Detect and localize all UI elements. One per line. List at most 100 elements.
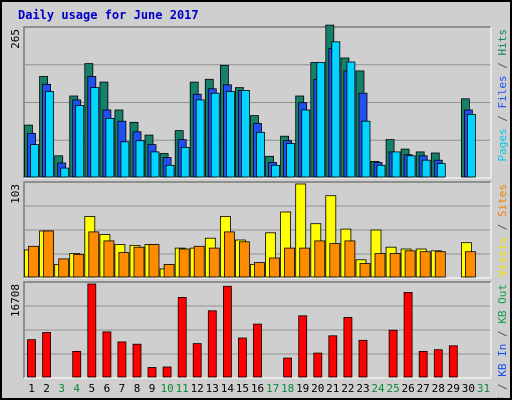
bar-sites-day-22 — [344, 240, 356, 278]
bar-sites-day-27 — [419, 251, 431, 278]
x-tick-label: 23 — [356, 382, 369, 395]
x-tick-label: 6 — [104, 382, 111, 395]
bar-pages-day-9 — [150, 151, 160, 178]
bar-pages-day-5 — [90, 87, 100, 178]
bar-pages-day-21 — [331, 41, 341, 178]
bar-pages-day-27 — [421, 159, 431, 178]
bar-pages-day-14 — [225, 91, 235, 178]
x-tick-label: 29 — [447, 382, 460, 395]
bar-kb-f-day-14 — [222, 285, 232, 378]
bar-sites-day-3 — [58, 258, 70, 278]
bar-pages-day-11 — [180, 146, 190, 178]
bar-pages-day-13 — [210, 92, 220, 178]
bar-kb-f-day-26 — [403, 291, 413, 378]
legend-part: / — [496, 56, 509, 76]
legend-part: / — [496, 217, 509, 237]
x-tick-label: 31 — [477, 382, 490, 395]
y-max-label: 265 — [9, 29, 22, 49]
panel-bottom: 16708 KB F / KB In / KB Out — [9, 281, 509, 403]
bar-pages-day-26 — [406, 155, 416, 178]
bar-kb-f-day-25 — [388, 329, 398, 378]
series-legend: KB F / KB In / KB Out — [496, 284, 509, 398]
bar-pages-day-8 — [135, 140, 145, 178]
bar-pages-day-4 — [75, 105, 85, 178]
bar-kb-f-day-29 — [448, 345, 458, 378]
y-max-label: 16708 — [9, 284, 22, 317]
panel-bevel-dark — [23, 281, 491, 378]
bar-sites-day-4 — [73, 253, 85, 278]
x-tick-label: 14 — [221, 382, 235, 395]
bar-pages-day-30 — [466, 114, 476, 178]
bar-kb-f-day-5 — [87, 283, 97, 378]
bar-sites-day-18 — [284, 247, 296, 278]
bar-pages-day-24 — [376, 164, 386, 178]
x-tick-label: 7 — [119, 382, 126, 395]
legend-part: / — [496, 377, 509, 397]
x-tick-label: 17 — [266, 382, 279, 395]
bar-pages-day-7 — [120, 141, 130, 178]
bar-pages-day-12 — [195, 99, 205, 178]
legend-part: Hits — [496, 29, 509, 56]
bar-sites-day-20 — [314, 240, 326, 278]
legend-part: KB Out — [496, 284, 509, 324]
bar-pages-day-17 — [271, 164, 281, 178]
bar-pages-day-10 — [165, 164, 175, 178]
x-tick-label: 27 — [417, 382, 430, 395]
x-tick-label: 12 — [191, 382, 204, 395]
bar-pages-day-6 — [105, 118, 115, 178]
x-tick-label: 4 — [73, 382, 80, 395]
x-tick-label: 8 — [134, 382, 141, 395]
bar-kb-f-day-21 — [328, 335, 338, 378]
y-max-label: 103 — [9, 184, 22, 204]
chart-title: Daily usage for June 2017 — [18, 8, 199, 22]
x-tick-label: 15 — [236, 382, 249, 395]
bar-pages-day-1 — [30, 144, 39, 178]
bar-kb-f-day-9 — [147, 367, 157, 378]
x-tick-label: 13 — [206, 382, 219, 395]
bar-kb-f-day-6 — [102, 331, 112, 378]
x-tick-label: 3 — [58, 382, 65, 395]
x-tick-label: 2 — [43, 382, 50, 395]
x-tick-label: 19 — [296, 382, 309, 395]
panel-middle: 103 Visits / Sites — [9, 181, 509, 279]
x-tick-label: 20 — [311, 382, 324, 395]
bar-sites-day-28 — [434, 251, 446, 278]
bar-pages-day-3 — [60, 167, 70, 178]
bar-kb-f-day-16 — [253, 323, 262, 378]
x-tick-label: 25 — [386, 382, 399, 395]
panel-bevel-dark — [23, 181, 491, 278]
legend-part: Visits — [496, 237, 509, 277]
legend-part: Sites — [496, 184, 509, 217]
legend-part: Files — [496, 75, 509, 108]
legend-part: KB In — [496, 344, 509, 377]
bar-sites-day-21 — [329, 243, 341, 278]
bar-kb-f-day-7 — [117, 341, 127, 378]
bar-sites-day-6 — [103, 240, 115, 278]
bar-kb-f-day-18 — [283, 357, 293, 378]
bar-sites-day-19 — [299, 247, 311, 278]
x-tick-label: 24 — [371, 382, 385, 395]
bar-pages-day-15 — [240, 90, 250, 178]
series-legend: Visits / Sites — [496, 184, 509, 277]
bar-sites-day-11 — [178, 248, 190, 278]
panel-bevel-light — [24, 27, 492, 179]
bar-sites-day-10 — [163, 263, 175, 278]
x-tick-label: 26 — [401, 382, 414, 395]
x-tick-label: 10 — [160, 382, 173, 395]
bar-pages-day-16 — [256, 131, 265, 178]
bar-pages-day-20 — [316, 62, 326, 178]
bar-kb-f-day-27 — [418, 350, 428, 378]
legend-part: Pages — [496, 128, 509, 161]
bar-sites-day-12 — [193, 245, 205, 278]
bar-kb-f-day-13 — [207, 310, 217, 378]
bar-sites-day-24 — [374, 253, 386, 278]
x-tick-label: 16 — [251, 382, 264, 395]
x-tick-label: 5 — [88, 382, 95, 395]
bar-kb-f-day-19 — [298, 315, 308, 378]
bar-pages-day-25 — [391, 151, 401, 178]
bar-kb-f-day-11 — [177, 296, 187, 378]
x-tick-label: 28 — [432, 382, 445, 395]
bar-kb-f-day-2 — [42, 332, 51, 378]
